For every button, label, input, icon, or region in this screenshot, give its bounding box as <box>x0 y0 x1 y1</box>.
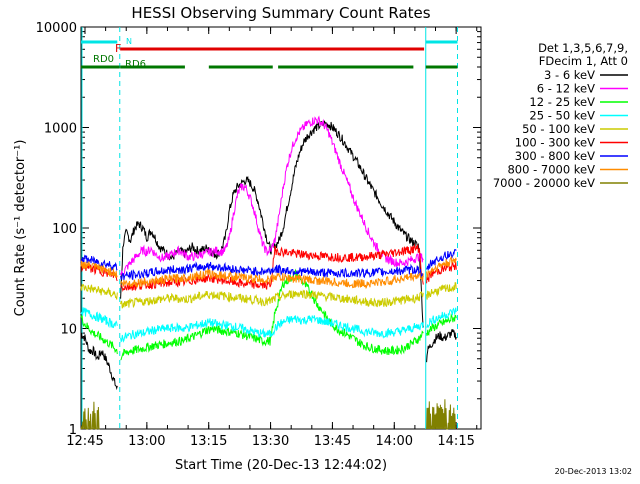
x-tick-label: 14:15 <box>437 434 474 449</box>
series-line <box>426 313 457 336</box>
series-group <box>80 115 457 430</box>
x-axis-label: Start Time (20-Dec-13 12:44:02) <box>175 458 387 473</box>
footer-date: 20-Dec-2013 13:02 <box>555 467 632 476</box>
series-line <box>120 268 424 361</box>
legend-label: 3 - 6 keV <box>544 68 595 82</box>
y-tick-label: 10000 <box>36 21 77 36</box>
series-line <box>80 307 118 329</box>
x-tick-label: 12:45 <box>66 434 103 449</box>
series-line <box>80 283 118 300</box>
axes-group: 12:45 13:00 13:15 13:30 13:45 14:00 14:15 1 10 10… <box>36 21 481 449</box>
x-tick-label: 13:15 <box>190 434 227 449</box>
y-tick-label: 10 <box>60 323 77 338</box>
legend-label: 6 - 12 keV <box>537 82 595 96</box>
series-line <box>426 248 457 271</box>
legend-label: 25 - 50 keV <box>529 109 595 123</box>
flag-label: RD6 <box>125 59 146 70</box>
series-line <box>120 115 424 276</box>
flag-label: N <box>126 37 132 46</box>
legend-label: 50 - 100 keV <box>522 122 595 136</box>
legend-label: 300 - 800 keV <box>515 149 595 163</box>
legend-label: 800 - 7000 keV <box>507 163 595 177</box>
series-line <box>80 260 118 278</box>
series-line <box>426 255 457 278</box>
series-line <box>120 315 424 343</box>
x-tick-label: 13:30 <box>252 434 289 449</box>
flag-label: RD0 <box>93 54 114 65</box>
series-line <box>426 399 456 430</box>
y-tick-label: 1 <box>69 423 77 438</box>
legend-label: 100 - 300 keV <box>515 136 595 150</box>
legend-label: 12 - 25 keV <box>529 95 595 109</box>
series-line <box>80 401 100 430</box>
series-line <box>426 261 457 284</box>
y-tick-label: 100 <box>52 222 77 237</box>
series-line <box>426 329 457 363</box>
legend-header: Det 1,3,5,6,7,9, <box>538 41 628 55</box>
flag-markers-group <box>81 27 458 429</box>
series-line <box>426 307 457 329</box>
chart-title: HESSI Observing Summary Count Rates <box>131 4 430 22</box>
series-line <box>120 261 424 281</box>
series-line <box>81 332 118 391</box>
series-line <box>120 267 424 290</box>
series-line <box>120 289 424 309</box>
y-axis-label: Count Rate (s⁻¹ detector⁻¹) <box>13 140 28 317</box>
legend-header: FDecim 1, Att 0 <box>539 54 628 68</box>
y-tick-label: 1000 <box>44 122 77 137</box>
legend-label: 7000 - 20000 keV <box>493 176 595 190</box>
flag-label: F <box>115 42 121 55</box>
x-tick-label: 13:45 <box>314 434 351 449</box>
x-tick-label: 13:00 <box>128 434 165 449</box>
series-line <box>426 282 457 300</box>
series-line <box>80 315 118 355</box>
legend: Det 1,3,5,6,7,9,FDecim 1, Att 03 - 6 keV… <box>493 41 628 190</box>
x-tick-label: 14:00 <box>376 434 413 449</box>
